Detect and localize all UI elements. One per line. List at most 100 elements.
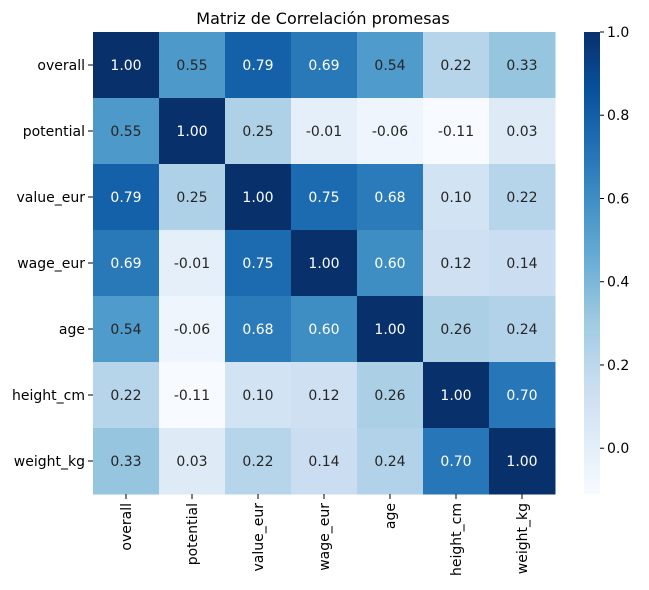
heatmap-cell [93,296,160,363]
cell-value-label: 0.12 [440,256,471,272]
heatmap-cell [93,164,160,231]
heatmap-cell [159,296,226,363]
heatmap-cell [489,362,556,429]
colorbar-tick-label: 0.4 [607,275,629,291]
column-tick-label: wage_eur [317,503,333,571]
cell-value-label: 0.70 [440,454,471,470]
cell-value-label: 0.22 [506,190,537,206]
heatmap-cell [423,230,490,297]
cell-value-label: 0.60 [374,256,405,272]
heatmap-annotations: 1.00 0.55 0.79 0.69 0.54 0.22 0.33 0.55 1.00 0.25… [110,58,537,470]
heatmap-cell [291,428,358,495]
cell-value-label: 0.69 [308,58,339,74]
heatmap-cell [159,98,226,165]
cell-value-label: 1.00 [506,454,537,470]
column-tick-label: height_cm [449,503,465,576]
cell-value-label: -0.01 [174,256,210,272]
heatmap-cell [489,296,556,363]
column-tick-label: potential [185,503,201,565]
column-tick-label: overall [119,503,135,551]
heatmap-cells [93,32,556,495]
heatmap-cell [291,296,358,363]
colorbar-tick-label: 0.8 [607,108,629,124]
cell-value-label: 0.22 [440,58,471,74]
heatmap-cell [291,32,358,99]
heatmap-cell [225,32,292,99]
cell-value-label: 0.54 [110,322,141,338]
heatmap-cell [225,230,292,297]
colorbar: 0.0 0.2 0.4 0.6 0.8 1.0 [584,25,629,494]
cell-value-label: 0.33 [110,454,141,470]
cell-value-label: 0.25 [242,124,273,140]
cell-value-label: 0.79 [242,58,273,74]
heatmap-cell [93,362,160,429]
column-tick-label: age [383,503,399,529]
cell-value-label: 0.14 [308,454,339,470]
colorbar-tick-label: 0.0 [607,441,629,457]
heatmap-cell [357,230,424,297]
heatmap-cell [489,98,556,165]
heatmap-cell [423,296,490,363]
cell-value-label: 0.24 [374,454,405,470]
cell-value-label: 1.00 [440,388,471,404]
heatmap-cell [225,362,292,429]
cell-value-label: 0.22 [242,454,273,470]
heatmap-cell [489,428,556,495]
heatmap-cell [423,362,490,429]
chart-title: Matriz de Correlación promesas [196,9,449,28]
cell-value-label: 0.68 [242,322,273,338]
heatmap-cell [423,32,490,99]
heatmap-cell [489,164,556,231]
heatmap-cell [93,32,160,99]
heatmap-cell [93,98,160,165]
heatmap-cell [291,98,358,165]
heatmap-cell [489,230,556,297]
heatmap-cell [357,428,424,495]
cell-value-label: 0.69 [110,256,141,272]
row-tick-label: wage_eur [17,256,85,272]
row-tick-label: value_eur [17,190,86,206]
heatmap-cell [357,32,424,99]
heatmap-cell [489,32,556,99]
cell-value-label: 0.14 [506,256,537,272]
heatmap-cell [159,428,226,495]
heatmap-cell [159,362,226,429]
heatmap-cell [357,296,424,363]
cell-value-label: 0.22 [110,388,141,404]
cell-value-label: 0.03 [176,454,207,470]
colorbar-tick-label: 0.6 [607,191,629,207]
cell-value-label: 0.68 [374,190,405,206]
cell-value-label: 1.00 [242,190,273,206]
heatmap-cell [225,98,292,165]
cell-value-label: 0.55 [110,124,141,140]
cell-value-label: 0.60 [308,322,339,338]
cell-value-label: 0.55 [176,58,207,74]
row-tick-label: overall [37,58,85,74]
cell-value-label: 0.12 [308,388,339,404]
heatmap-cell [423,164,490,231]
cell-value-label: 0.24 [506,322,537,338]
row-tick-label: weight_kg [14,454,85,470]
cell-value-label: 1.00 [308,256,339,272]
cell-value-label: -0.11 [174,388,210,404]
cell-value-label: 0.03 [506,124,537,140]
column-tick-label: weight_kg [515,503,531,574]
cell-value-label: -0.11 [438,124,474,140]
cell-value-label: 0.10 [440,190,471,206]
heatmap-cell [159,230,226,297]
heatmap-cell [93,230,160,297]
cell-value-label: -0.06 [372,124,408,140]
heatmap-cell [357,164,424,231]
heatmap-cell [291,362,358,429]
heatmap-cell [225,428,292,495]
cell-value-label: 0.10 [242,388,273,404]
heatmap-cell [357,98,424,165]
cell-value-label: 0.25 [176,190,207,206]
cell-value-label: 0.75 [242,256,273,272]
row-tick-label: potential [23,124,85,140]
heatmap-cell [225,164,292,231]
heatmap-cell [291,164,358,231]
heatmap-cell [159,32,226,99]
